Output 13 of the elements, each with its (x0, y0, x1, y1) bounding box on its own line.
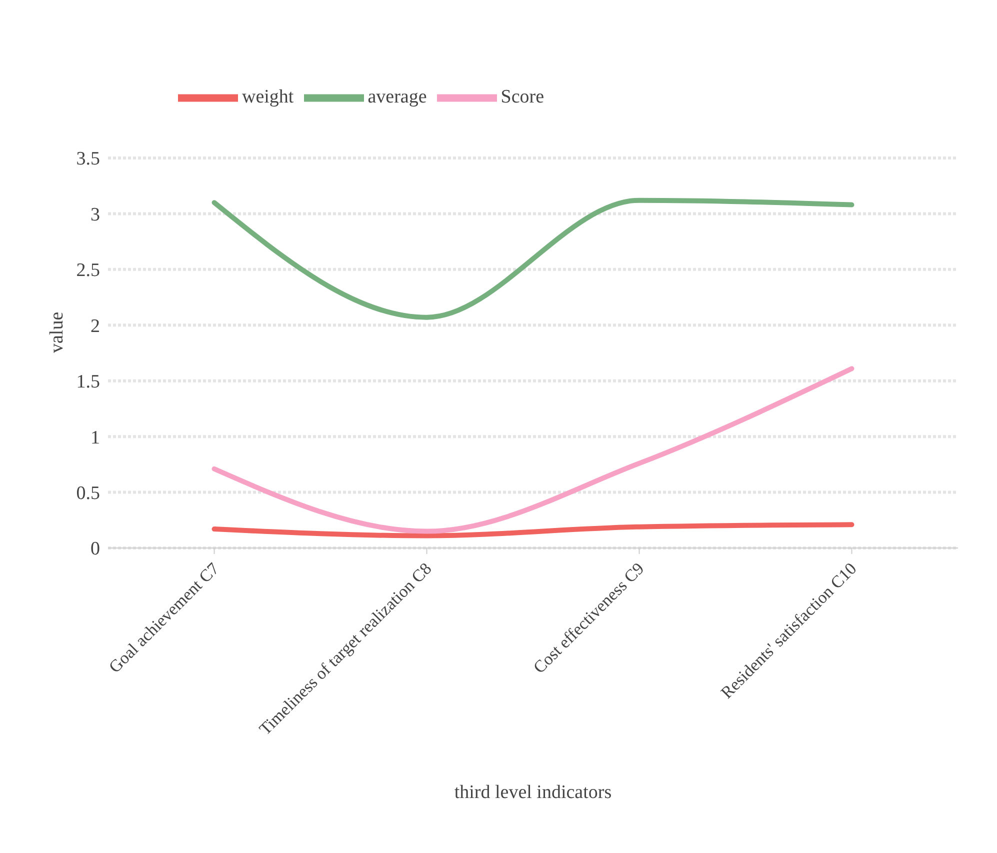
y-axis-title: value (46, 312, 68, 353)
legend-label: Score (500, 86, 544, 108)
x-axis-title: third level indicators (454, 782, 612, 803)
y-tick-label: 2 (90, 316, 100, 337)
y-tick-label: 1.5 (76, 372, 100, 393)
y-tick-label: 0 (90, 538, 100, 560)
y-tick-label: 3.5 (76, 148, 100, 170)
legend-label: weight (242, 86, 294, 108)
y-tick-label: 1 (90, 427, 100, 448)
y-tick-label: 3 (90, 204, 100, 226)
y-tick-label: 2.5 (76, 260, 100, 282)
y-tick-label: 0.5 (76, 483, 100, 504)
legend-label: average (368, 86, 427, 108)
